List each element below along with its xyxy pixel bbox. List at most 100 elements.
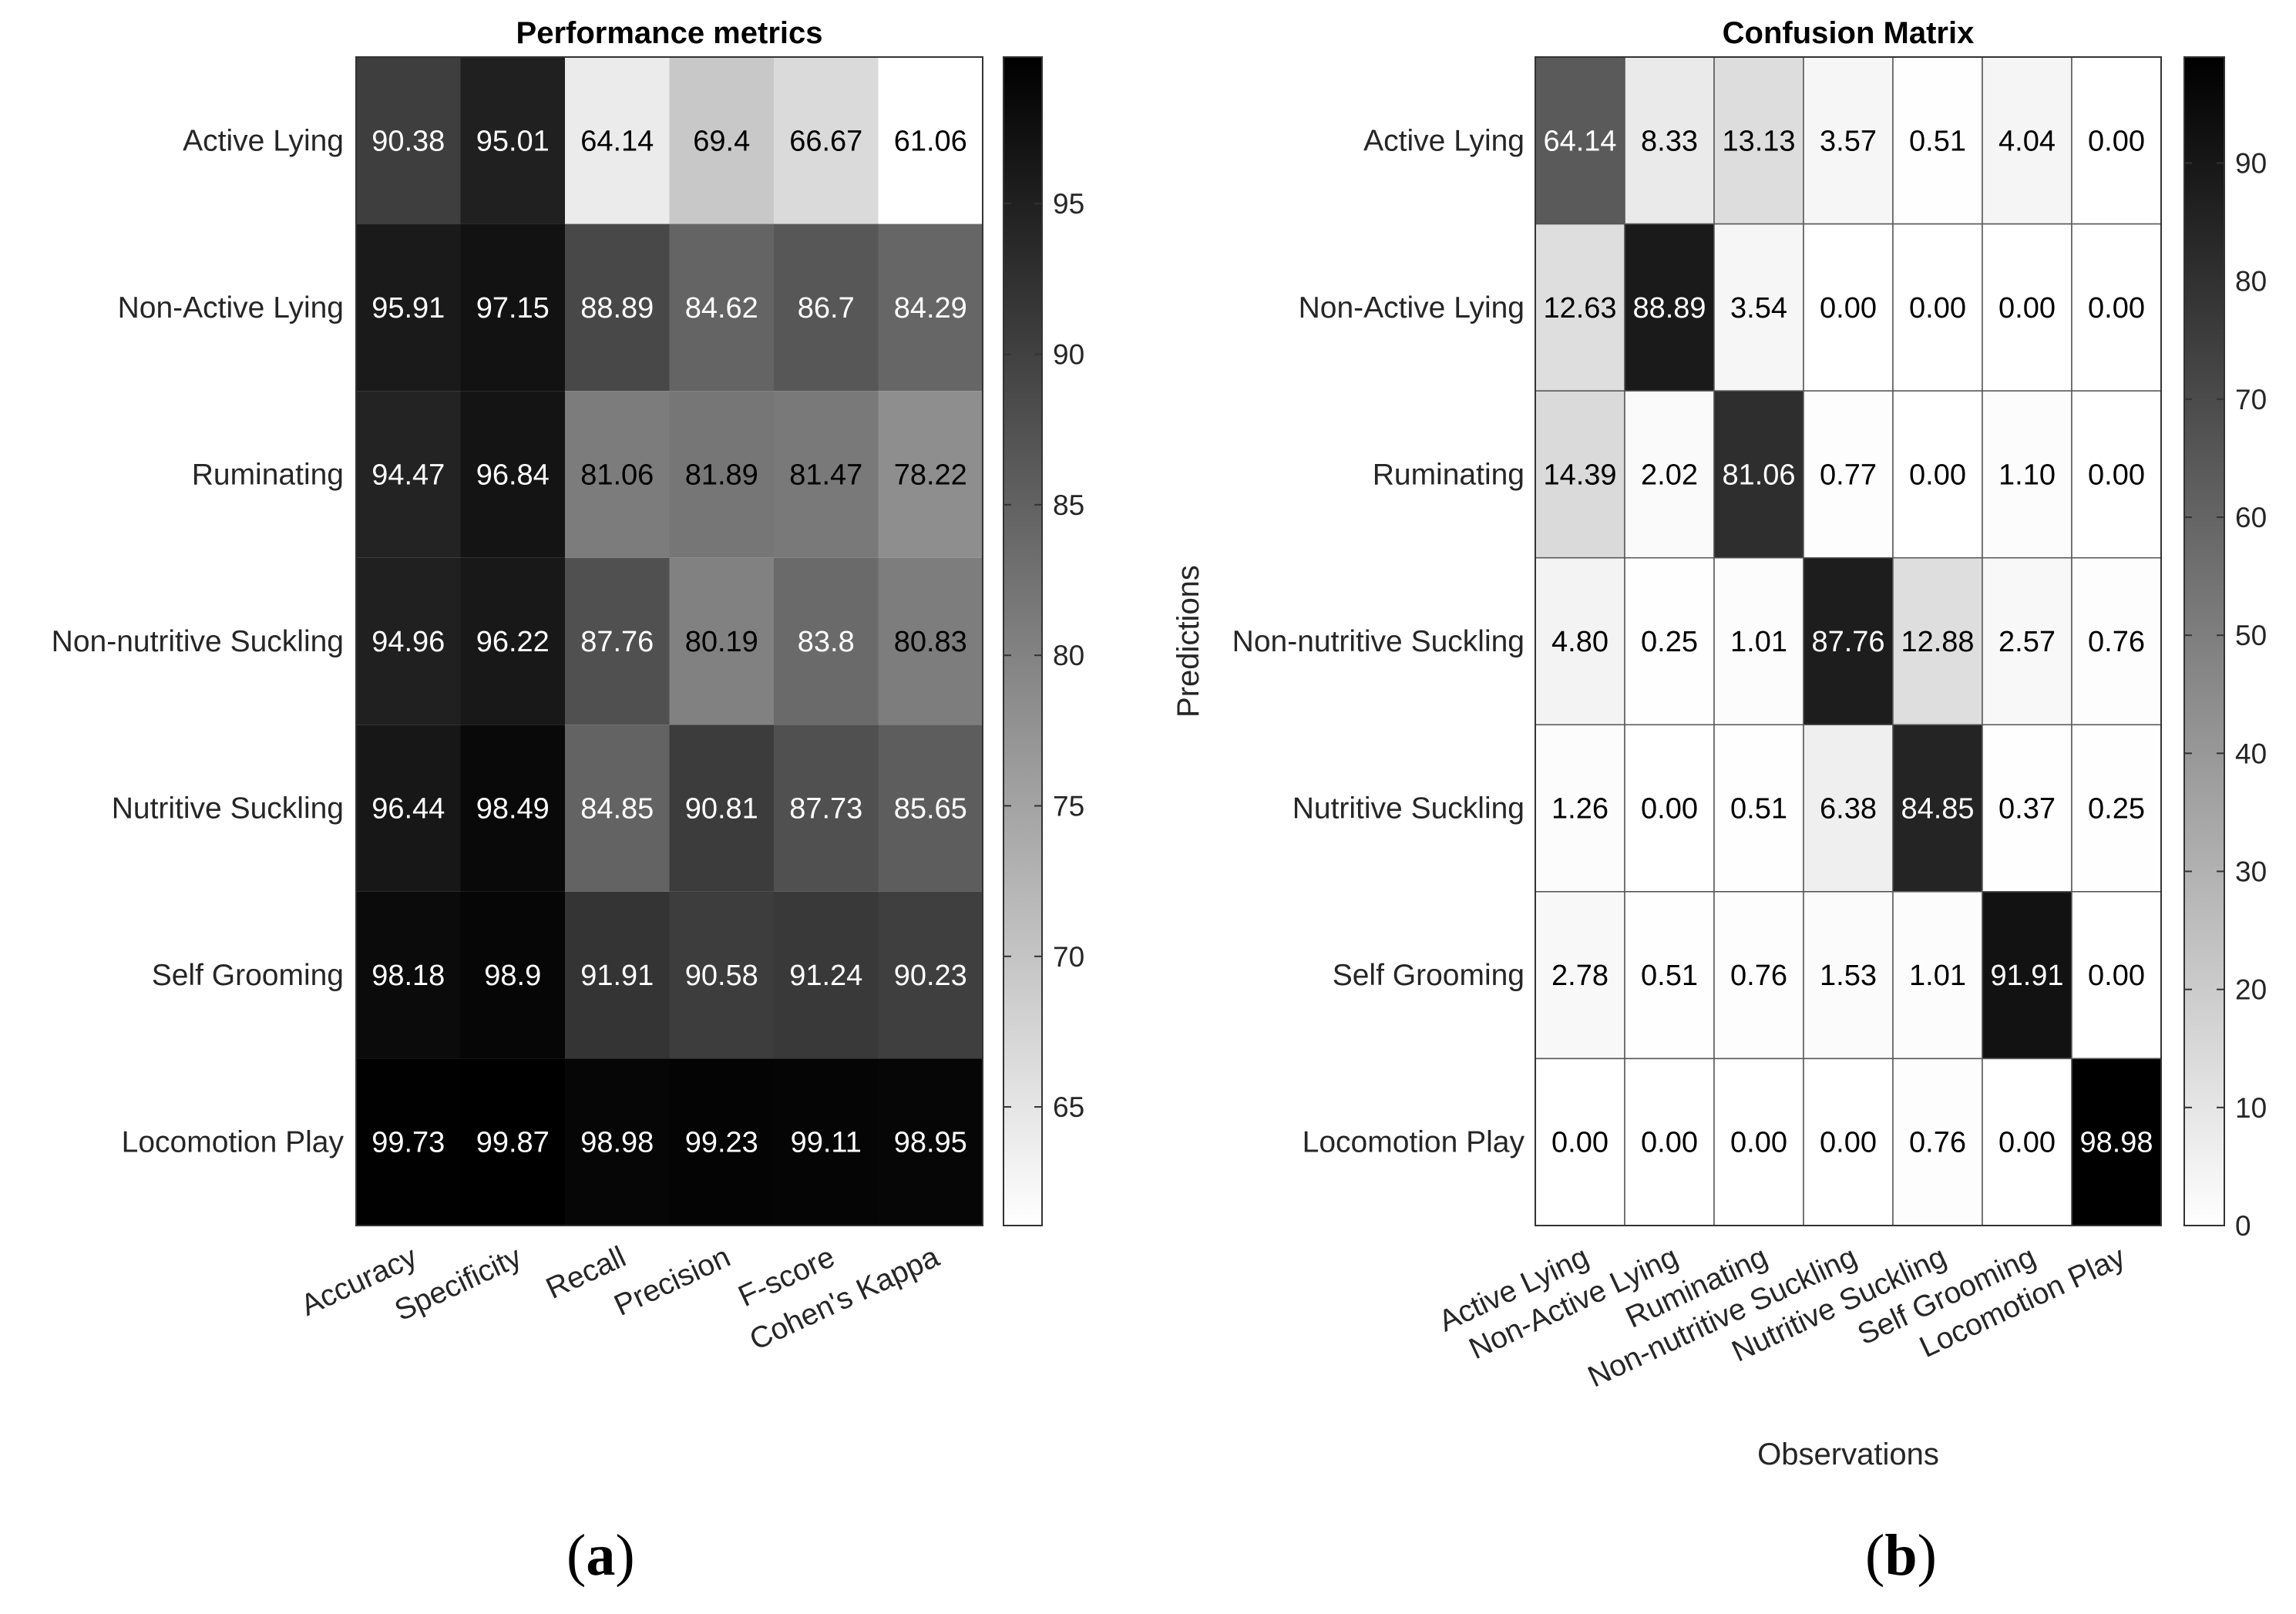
cell-value-label: 80.83 [894, 626, 967, 658]
cell-value-label: 99.73 [371, 1127, 445, 1159]
heatmap-cell [1535, 56, 1625, 225]
y-tick-label: Locomotion Play [122, 1126, 345, 1159]
heatmap-cell [1713, 891, 1804, 1060]
cell-value-label: 81.06 [1722, 459, 1795, 491]
heatmap-cell [1624, 1058, 1715, 1226]
heatmap-cell [1892, 891, 1983, 1060]
heatmap-cell [1713, 390, 1804, 559]
cell-value-label: 81.47 [789, 459, 862, 491]
cell-value-label: 0.00 [1730, 1127, 1787, 1159]
cell-value-label: 0.00 [1820, 292, 1877, 324]
cell-value-label: 97.15 [476, 292, 550, 324]
colorbar-tick-label: 20 [2235, 974, 2267, 1006]
colorbar [2183, 56, 2225, 1226]
colorbar-tick-label: 95 [1053, 188, 1084, 220]
panel-label-a: (a) [566, 1523, 635, 1588]
plot-frame [355, 56, 983, 1226]
colorbar-tick-label: 90 [2235, 148, 2267, 180]
cell-value-label: 0.51 [1730, 793, 1787, 825]
heatmap-cell [1892, 56, 1983, 225]
colorbar-tick-label: 85 [1053, 489, 1084, 521]
colorbar-tick-label: 80 [2235, 266, 2267, 298]
cell-value-label: 0.76 [1730, 960, 1787, 992]
cell-value-label: 78.22 [894, 459, 967, 491]
cell-value-label: 8.33 [1641, 125, 1698, 157]
heatmap-cell [669, 224, 774, 392]
cell-value-label: 0.51 [1909, 125, 1966, 157]
cell-value-label: 0.00 [2088, 459, 2145, 491]
cell-value-label: 0.00 [1641, 1127, 1698, 1159]
colorbar-tick-label: 80 [1053, 640, 1084, 671]
cell-value-label: 0.25 [2088, 793, 2145, 825]
cell-value-label: 66.67 [789, 125, 862, 157]
heatmap-cell [1713, 56, 1804, 225]
heatmap-cell [774, 57, 879, 224]
cell-value-label: 84.85 [580, 793, 654, 825]
colorbar-tick-label: 0 [2235, 1210, 2251, 1242]
colorbar [1003, 56, 1043, 1226]
y-tick-label: Self Grooming [1333, 959, 1525, 992]
heatmap-cell [460, 725, 565, 892]
heatmap-cell [1803, 724, 1894, 893]
heatmap-cell [878, 224, 983, 392]
cell-value-label: 61.06 [894, 125, 967, 157]
heatmap-cell [774, 725, 879, 892]
cell-value-label: 86.7 [798, 292, 855, 324]
cell-value-label: 0.76 [2088, 626, 2145, 658]
heatmap-cell [1803, 223, 1894, 392]
heatmap-cell [356, 1058, 461, 1226]
heatmap-cell [565, 725, 670, 892]
heatmap-cell [1803, 556, 1894, 726]
heatmap-cell [669, 891, 774, 1059]
heatmap-cell [1892, 556, 1983, 726]
panel-label-b: (b) [1865, 1523, 1937, 1588]
cell-value-label: 98.9 [484, 960, 541, 992]
cell-value-label: 69.4 [693, 125, 750, 157]
cell-value-label: 12.88 [1901, 626, 1974, 658]
heatmap-cell [1892, 1058, 1983, 1226]
cell-value-label: 1.10 [1998, 459, 2056, 491]
cell-value-label: 0.00 [1909, 292, 1966, 324]
heatmap-cell [1982, 56, 2072, 225]
cell-value-label: 0.00 [1998, 292, 2056, 324]
y-tick-label: Non-Active Lying [1299, 291, 1525, 324]
colorbar-tick-label: 40 [2235, 738, 2267, 769]
heatmap-cell [1803, 1058, 1894, 1226]
cell-value-label: 99.11 [791, 1127, 862, 1159]
heatmap-cell [1624, 724, 1715, 893]
heatmap-cell [1535, 1058, 1625, 1226]
heatmap-cell [565, 224, 670, 392]
heatmap-cell [669, 57, 774, 224]
heatmap-cell [1803, 390, 1894, 559]
heatmap-cell [1713, 556, 1804, 726]
cell-value-label: 84.29 [894, 292, 967, 324]
heatmap-cell [1535, 891, 1625, 1060]
heatmap-cell [774, 1058, 879, 1226]
heatmap-cell [565, 391, 670, 558]
heatmap-cell [878, 557, 983, 725]
heatmap-cell [1803, 891, 1894, 1060]
cell-value-label: 0.00 [2088, 125, 2145, 157]
cell-value-label: 12.63 [1543, 292, 1616, 324]
heatmap-cell [878, 57, 983, 224]
cell-value-label: 6.38 [1820, 793, 1877, 825]
cell-value-label: 98.98 [2079, 1127, 2153, 1159]
cell-value-label: 3.54 [1730, 292, 1787, 324]
heatmap-cell [669, 557, 774, 725]
cell-value-label: 0.00 [1998, 1127, 2056, 1159]
heatmap-cell [1713, 1058, 1804, 1226]
heatmap-cell [1982, 724, 2072, 893]
cell-value-label: 87.76 [580, 626, 654, 658]
heatmap-cell [460, 1058, 565, 1226]
cell-value-label: 0.00 [1820, 1127, 1877, 1159]
cell-value-label: 90.58 [685, 960, 758, 992]
colorbar-tick-label: 10 [2235, 1092, 2267, 1124]
cell-value-label: 98.95 [894, 1127, 967, 1159]
cell-value-label: 94.96 [371, 626, 445, 658]
cell-value-label: 96.22 [476, 626, 550, 658]
y-tick-label: Locomotion Play [1303, 1126, 1525, 1159]
cell-value-label: 95.91 [371, 292, 445, 324]
heatmap-cell [460, 557, 565, 725]
cell-value-label: 0.00 [1551, 1127, 1609, 1159]
y-tick-label: Non-nutritive Suckling [52, 625, 344, 658]
